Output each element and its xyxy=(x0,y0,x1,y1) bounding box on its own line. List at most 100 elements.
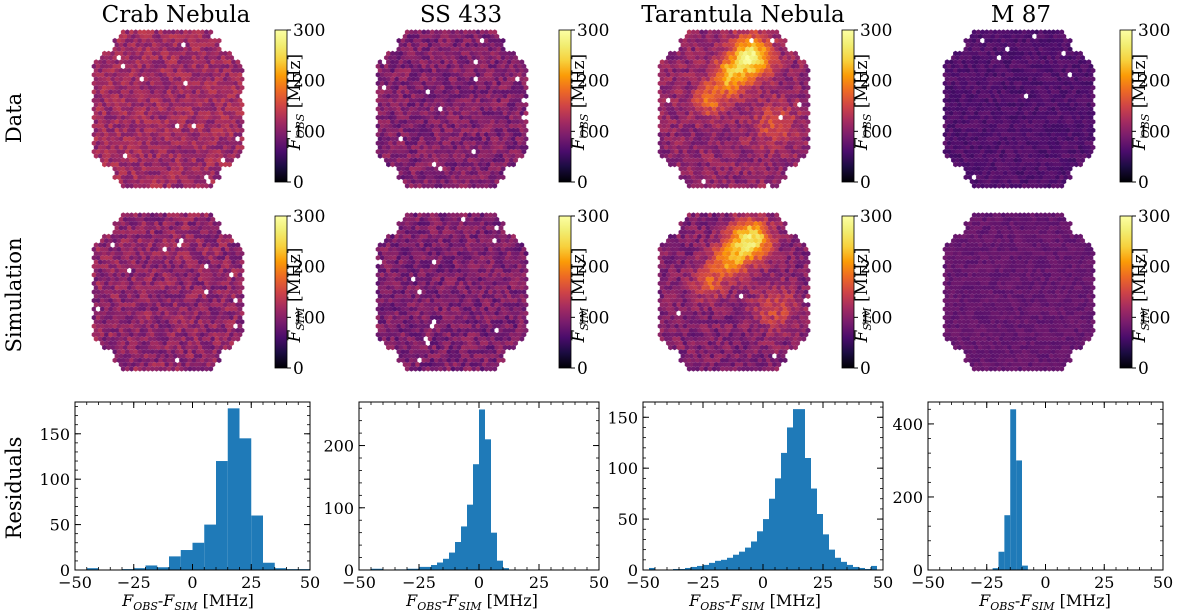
camera-pixel xyxy=(515,136,519,141)
camera-pixel xyxy=(1078,85,1082,90)
camera-pixel xyxy=(482,77,486,82)
camera-pixel xyxy=(1041,59,1045,64)
camera-pixel xyxy=(422,158,426,163)
camera-pixel xyxy=(127,94,131,99)
camera-pixel xyxy=(206,179,210,184)
camera-pixel xyxy=(386,51,390,56)
camera-pixel xyxy=(982,34,986,39)
camera-pixel xyxy=(664,85,668,90)
camera-pixel xyxy=(1007,85,1011,90)
camera-pixel xyxy=(968,149,972,154)
camera-pixel xyxy=(173,85,177,90)
camera-pixel xyxy=(432,119,436,124)
camera-pixel xyxy=(190,77,194,82)
camera-pixel xyxy=(716,55,720,60)
camera-pixel xyxy=(1037,153,1041,158)
camera-pixel xyxy=(231,145,235,150)
camera-pixel xyxy=(982,111,986,116)
camera-pixel xyxy=(430,89,434,94)
camera-pixel xyxy=(401,115,405,120)
camera-pixel xyxy=(125,230,129,235)
camera-pixel xyxy=(440,162,444,167)
camera-pixel xyxy=(503,119,507,124)
camera-pixel xyxy=(974,68,978,73)
camera-pixel xyxy=(666,72,670,77)
camera-pixel xyxy=(1064,115,1068,120)
camera-pixel xyxy=(382,145,386,150)
camera-pixel xyxy=(181,225,185,230)
camera-pixel xyxy=(768,51,772,56)
camera-pixel xyxy=(497,64,501,69)
camera-pixel xyxy=(200,166,204,171)
camera-pixel xyxy=(1001,38,1005,43)
camera-pixel xyxy=(495,170,499,175)
camera-pixel xyxy=(200,30,204,35)
camera-pixel xyxy=(760,68,764,73)
camera-pixel xyxy=(217,158,221,163)
camera-pixel xyxy=(1018,175,1022,180)
camera-pixel xyxy=(104,158,108,163)
camera-pixel xyxy=(520,94,524,99)
camera-pixel xyxy=(181,111,185,116)
camera-pixel xyxy=(474,111,478,116)
camera-pixel xyxy=(793,68,797,73)
camera-pixel xyxy=(476,81,480,86)
camera-pixel xyxy=(797,59,801,64)
camera-pixel xyxy=(179,141,183,146)
camera-pixel xyxy=(119,128,123,133)
camera-pixel xyxy=(167,47,171,52)
camera-pixel xyxy=(964,89,968,94)
camera-pixel xyxy=(513,98,517,103)
camera-pixel xyxy=(739,136,743,141)
camera-pixel xyxy=(513,124,517,129)
camera-pixel xyxy=(204,158,208,163)
camera-pixel xyxy=(380,72,384,77)
camera-pixel xyxy=(1014,89,1018,94)
camera-pixel xyxy=(470,68,474,73)
camera-pixel xyxy=(779,175,783,180)
camera-pixel xyxy=(985,106,989,111)
camera-pixel xyxy=(1091,77,1095,82)
camera-pixel xyxy=(152,68,156,73)
camera-pixel xyxy=(1005,47,1009,52)
camera-pixel xyxy=(459,124,463,129)
camera-pixel xyxy=(463,38,467,43)
camera-pixel xyxy=(752,68,756,73)
camera-pixel xyxy=(720,98,724,103)
camera-pixel xyxy=(708,115,712,120)
camera-pixel xyxy=(192,30,196,35)
camera-pixel xyxy=(1022,106,1026,111)
camera-pixel xyxy=(691,98,695,103)
camera-pixel xyxy=(488,106,492,111)
camera-pixel xyxy=(1001,81,1005,86)
camera-pixel xyxy=(219,162,223,167)
camera-pixel xyxy=(754,55,758,60)
camera-pixel xyxy=(789,162,793,167)
camera-pixel xyxy=(1045,85,1049,90)
camera-pixel xyxy=(188,166,192,171)
camera-pixel xyxy=(415,85,419,90)
camera-pixel xyxy=(1037,170,1041,175)
camera-pixel xyxy=(999,179,1003,184)
camera-pixel xyxy=(745,89,749,94)
camera-pixel xyxy=(478,85,482,90)
camera-pixel xyxy=(447,141,451,146)
camera-pixel xyxy=(463,149,467,154)
camera-pixel xyxy=(968,166,972,171)
camera-pixel xyxy=(397,115,401,120)
camera-pixel xyxy=(695,106,699,111)
camera-pixel xyxy=(440,77,444,82)
camera-pixel xyxy=(1028,111,1032,116)
camera-pixel xyxy=(501,64,505,69)
camera-pixel xyxy=(478,102,482,107)
camera-pixel xyxy=(206,145,210,150)
camera-pixel xyxy=(111,85,115,90)
camera-pixel xyxy=(457,136,461,141)
camera-pixel xyxy=(482,85,486,90)
camera-pixel xyxy=(102,59,106,64)
camera-pixel xyxy=(1043,124,1047,129)
camera-pixel xyxy=(1014,166,1018,171)
camera-pixel xyxy=(1066,128,1070,133)
camera-pixel xyxy=(770,149,774,154)
